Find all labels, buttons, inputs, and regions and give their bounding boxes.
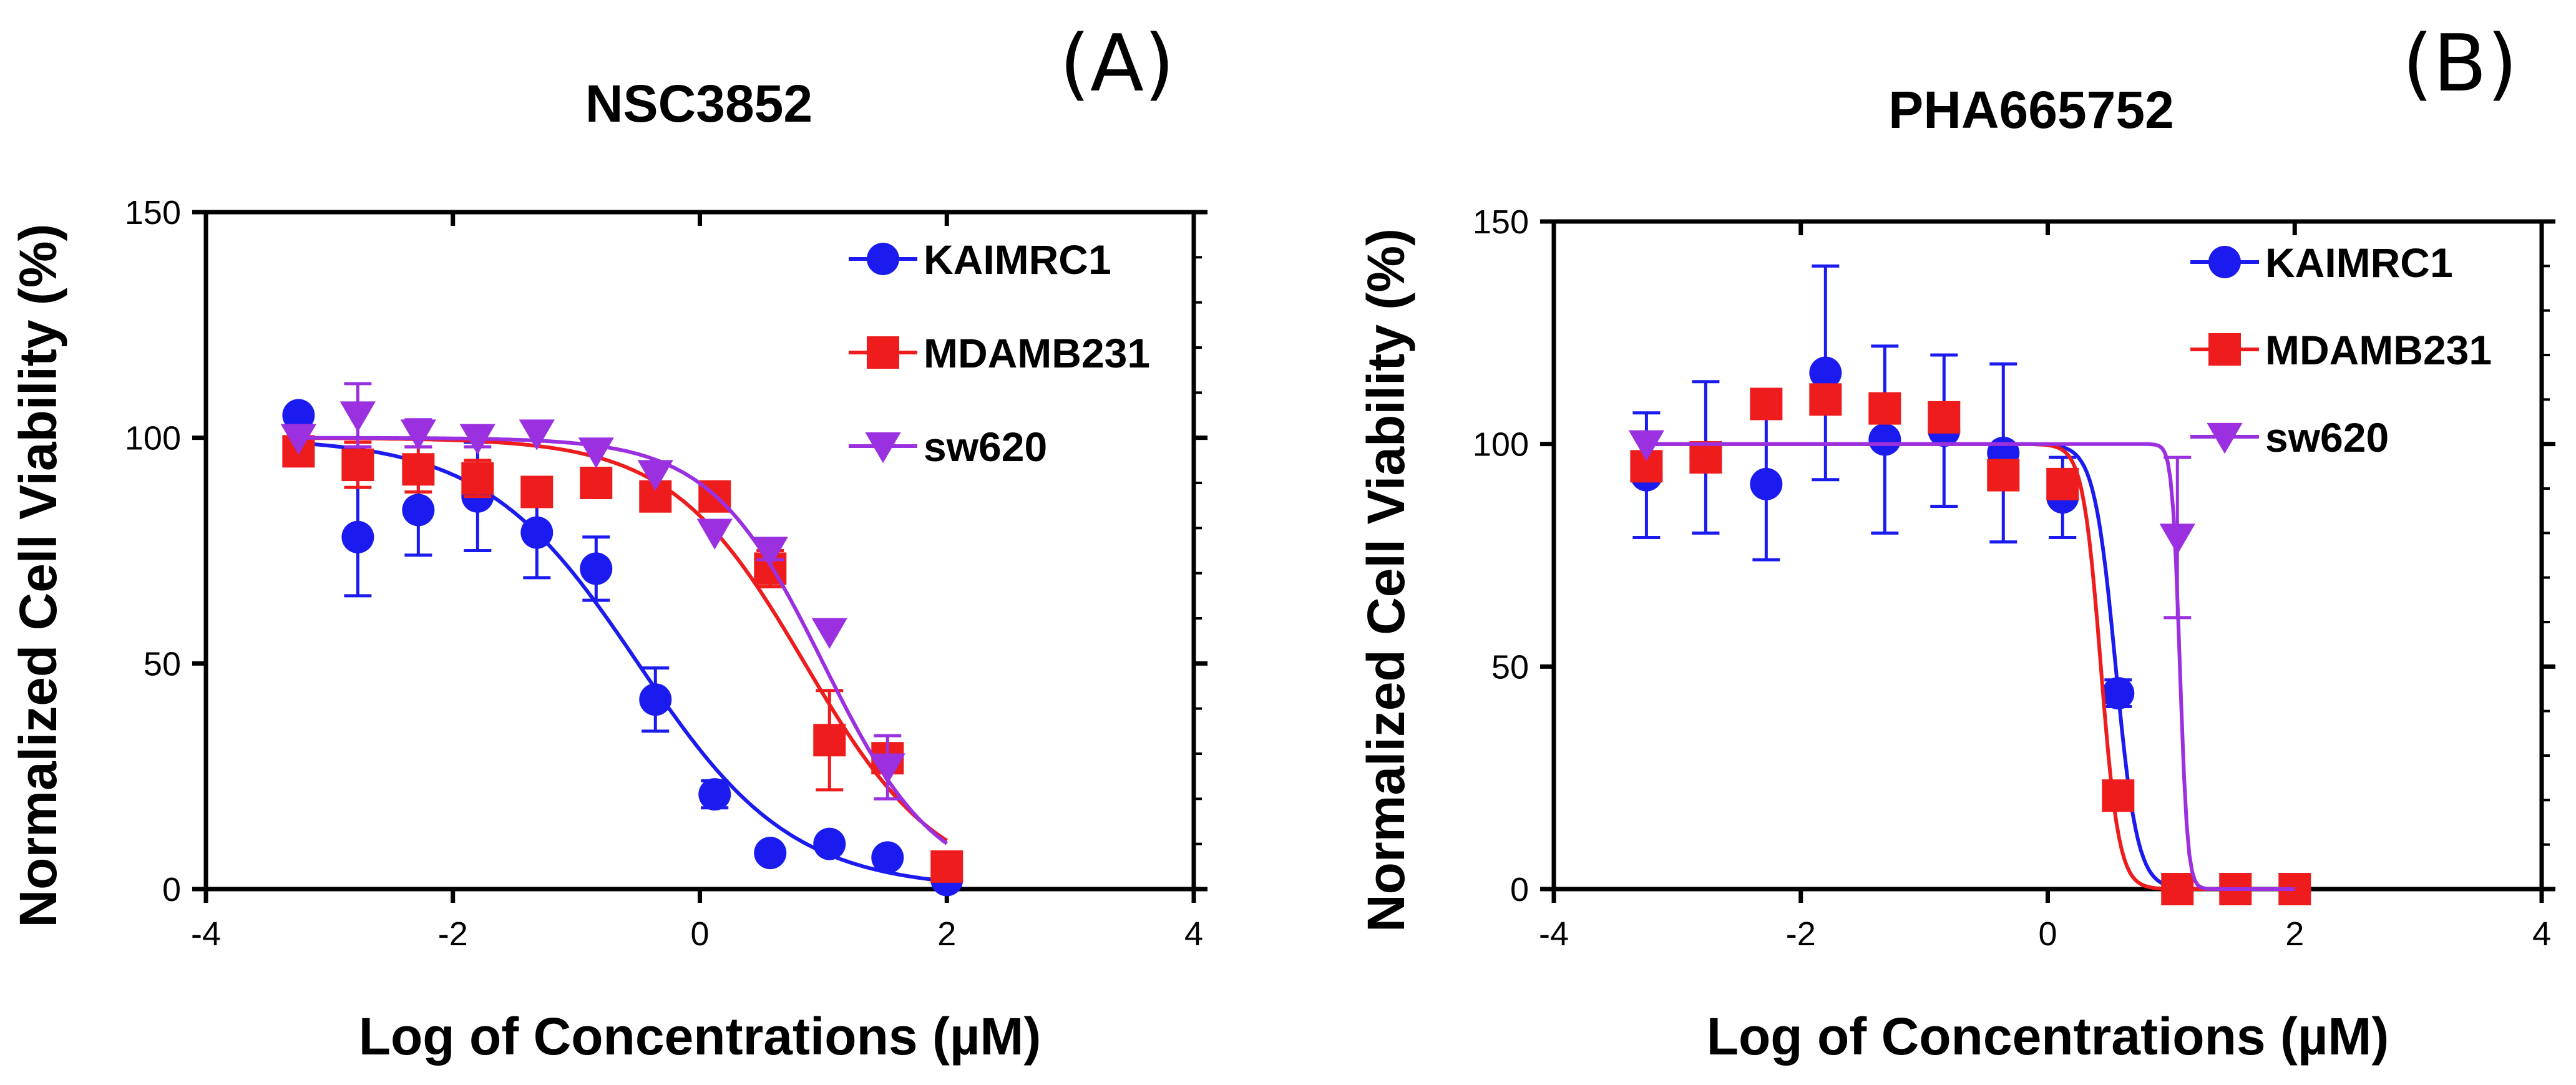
- y-tick-label: 0: [162, 871, 181, 908]
- data-point-mdamb231: [2046, 467, 2079, 500]
- data-point-kaimrc1: [813, 827, 846, 860]
- data-point-sw620: [2159, 523, 2195, 555]
- legend-label: MDAMB231: [2265, 327, 2492, 373]
- data-point-mdamb231: [580, 467, 613, 499]
- data-point-sw620: [519, 419, 555, 450]
- panel-b: PHA665752 (B) -4 -2 0 2 4 0 50 100 150 Log of Conce…: [1357, 17, 2555, 1066]
- data-point-sw620: [280, 424, 317, 455]
- x-tick-label: -2: [1786, 915, 1816, 953]
- data-point-sw620: [1628, 430, 1665, 461]
- data-point-mdamb231: [402, 453, 435, 486]
- y-axis-title: Normalized Cell Viability (%): [1357, 228, 1415, 932]
- legend-label: KAIMRC1: [924, 236, 1111, 283]
- data-point-mdamb231: [1868, 392, 1901, 425]
- panel-label: (A): [1060, 17, 1175, 109]
- y-axis-title: Normalized Cell Viability (%): [9, 223, 67, 927]
- fit-curve-kaimrc1: [298, 441, 947, 883]
- y-tick-label: 150: [1473, 203, 1529, 241]
- fit-curve-kaimrc1: [1646, 442, 2295, 891]
- data-point-kaimrc1: [754, 837, 787, 870]
- y-tick-label: 50: [1491, 648, 1529, 686]
- x-tick-label: 4: [1184, 915, 1203, 953]
- data-point-sw620: [459, 424, 495, 455]
- legend-marker-sw620: [865, 432, 901, 464]
- legend-marker-kaimrc1: [2208, 246, 2241, 278]
- legend-marker-mdamb231: [2208, 333, 2241, 366]
- data-point-sw620: [811, 618, 847, 649]
- data-point-kaimrc1: [341, 520, 374, 553]
- data-point-mdamb231: [930, 850, 964, 883]
- data-point-sw620: [339, 401, 376, 432]
- fit-curve-sw620: [298, 435, 949, 845]
- legend-marker-sw620: [2207, 422, 2243, 454]
- x-axis-title: Log of Concentrations (µM): [1707, 1007, 2389, 1066]
- fit-curve-sw620: [1646, 442, 2295, 891]
- data-point-sw620: [400, 419, 436, 450]
- fit-curve-mdamb231: [1646, 442, 2295, 891]
- data-point-mdamb231: [1928, 401, 1961, 434]
- legend-marker-mdamb231: [867, 336, 899, 369]
- x-axis-title: Log of Concentrations (µM): [359, 1007, 1042, 1066]
- data-point-sw620: [637, 460, 673, 491]
- x-tick-label: 0: [690, 915, 709, 953]
- data-point-kaimrc1: [1809, 356, 1842, 389]
- y-tick-label: 100: [125, 420, 181, 457]
- legend-label: MDAMB231: [924, 330, 1150, 376]
- data-point-kaimrc1: [402, 494, 435, 527]
- x-tick-label: 2: [2285, 915, 2304, 953]
- data-point-mdamb231: [1750, 387, 1783, 421]
- data-point-kaimrc1: [520, 516, 554, 549]
- x-tick-label: -4: [191, 915, 221, 953]
- data-point-kaimrc1: [639, 683, 672, 716]
- y-tick-label: 100: [1473, 426, 1529, 464]
- data-point-mdamb231: [2102, 779, 2135, 812]
- x-tick-label: -2: [438, 915, 468, 953]
- data-point-sw620: [578, 437, 614, 469]
- data-point-sw620: [869, 753, 905, 784]
- data-point-kaimrc1: [580, 552, 613, 585]
- data-point-mdamb231: [1987, 459, 2020, 492]
- data-point-mdamb231: [520, 475, 554, 508]
- chart-title: NSC3852: [585, 74, 812, 133]
- data-point-mdamb231: [813, 724, 846, 757]
- data-point-kaimrc1: [2102, 677, 2135, 710]
- data-point-sw620: [752, 537, 788, 568]
- data-point-mdamb231: [1689, 441, 1722, 474]
- x-tick-label: 2: [937, 915, 956, 953]
- data-point-mdamb231: [461, 462, 494, 495]
- x-tick-label: 0: [2038, 915, 2057, 953]
- panel-a: NSC3852 (A) -4 -2 0 2 4 0 50 100 150 Log of Concent…: [9, 17, 1208, 1066]
- legend-label: KAIMRC1: [2265, 240, 2453, 286]
- data-point-kaimrc1: [1868, 423, 1901, 456]
- x-tick-label: 4: [2532, 915, 2551, 953]
- panel-label: (B): [2403, 17, 2518, 109]
- data-point-kaimrc1: [871, 841, 904, 874]
- data-point-mdamb231: [2161, 873, 2194, 905]
- y-tick-label: 50: [144, 645, 181, 683]
- data-point-sw620: [696, 518, 733, 550]
- data-point-kaimrc1: [1750, 467, 1783, 500]
- chart-title: PHA665752: [1888, 80, 2174, 139]
- legend-marker-kaimrc1: [867, 243, 899, 275]
- data-point-kaimrc1: [698, 778, 731, 811]
- legend-label: sw620: [2265, 414, 2389, 460]
- y-tick-label: 150: [125, 194, 181, 231]
- x-tick-label: -4: [1539, 915, 1569, 953]
- y-tick-label: 0: [1510, 871, 1529, 908]
- data-point-kaimrc1: [282, 399, 315, 432]
- data-point-mdamb231: [1809, 383, 1842, 416]
- legend-label: sw620: [924, 424, 1047, 470]
- data-point-mdamb231: [341, 449, 374, 482]
